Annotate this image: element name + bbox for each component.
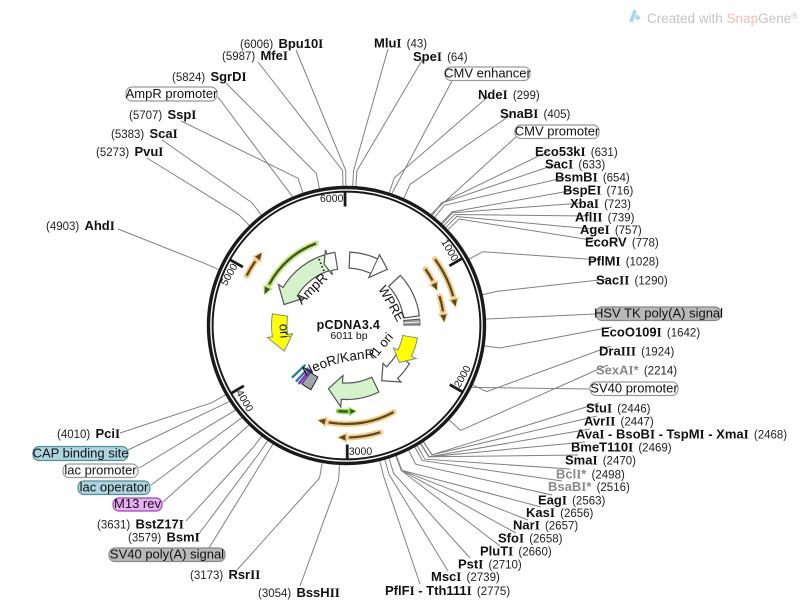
svg-text:CMV enhancer: CMV enhancer bbox=[444, 66, 531, 81]
svg-text:CMV promoter: CMV promoter bbox=[515, 124, 600, 139]
svg-text:(4903) AhdI: (4903) AhdI bbox=[46, 218, 115, 233]
svg-text:SpeI (64): SpeI (64) bbox=[413, 49, 468, 64]
svg-text:SacII (1290): SacII (1290) bbox=[596, 273, 668, 288]
svg-text:SmaI (2470): SmaI (2470) bbox=[565, 453, 636, 468]
svg-text:(5273) PvuI: (5273) PvuI bbox=[96, 144, 163, 159]
svg-text:HSV TK poly(A) signal: HSV TK poly(A) signal bbox=[594, 306, 723, 321]
svg-text:PflFI - Tth111I (2775): PflFI - Tth111I (2775) bbox=[385, 583, 510, 598]
svg-text:(3173) RsrII: (3173) RsrII bbox=[190, 567, 260, 582]
svg-text:ori: ori bbox=[276, 323, 292, 339]
svg-text:3000: 3000 bbox=[349, 446, 373, 458]
svg-text:AmpR promoter: AmpR promoter bbox=[126, 86, 218, 101]
svg-text:EcoRV (778): EcoRV (778) bbox=[585, 235, 659, 250]
svg-text:lac operator: lac operator bbox=[80, 480, 149, 495]
svg-text:SnaBI (405): SnaBI (405) bbox=[500, 106, 571, 121]
svg-text:(3579) BsmI: (3579) BsmI bbox=[128, 530, 200, 545]
svg-text:M13 rev: M13 rev bbox=[114, 496, 161, 511]
svg-text:MscI (2739): MscI (2739) bbox=[431, 569, 500, 584]
svg-text:PflMI (1028): PflMI (1028) bbox=[588, 254, 659, 269]
svg-text:Created with SnapGene®: Created with SnapGene® bbox=[647, 11, 798, 26]
svg-text:EcoO109I (1642): EcoO109I (1642) bbox=[601, 325, 700, 340]
svg-text:SV40 promoter: SV40 promoter bbox=[590, 381, 678, 396]
svg-text:(3054) BssHII: (3054) BssHII bbox=[258, 585, 340, 600]
svg-text:PstI (2710): PstI (2710) bbox=[458, 557, 522, 572]
svg-text:lac promoter: lac promoter bbox=[64, 463, 137, 478]
svg-text:PluTI (2660): PluTI (2660) bbox=[480, 544, 552, 559]
svg-text:6000: 6000 bbox=[320, 193, 344, 205]
svg-text:SexAI* (2214): SexAI* (2214) bbox=[596, 363, 677, 378]
svg-text:SV40 poly(A) signal: SV40 poly(A) signal bbox=[110, 547, 224, 562]
svg-text:(5383) ScaI: (5383) ScaI bbox=[111, 126, 178, 141]
svg-text:(5707) SspI: (5707) SspI bbox=[129, 107, 196, 122]
svg-text:(5987) MfeI: (5987) MfeI bbox=[222, 48, 288, 63]
svg-text:6011 bp: 6011 bp bbox=[330, 330, 367, 342]
svg-text:(4010) PciI: (4010) PciI bbox=[57, 426, 120, 441]
svg-text:NdeI (299): NdeI (299) bbox=[478, 87, 540, 102]
svg-text:CAP binding site: CAP binding site bbox=[33, 446, 129, 461]
